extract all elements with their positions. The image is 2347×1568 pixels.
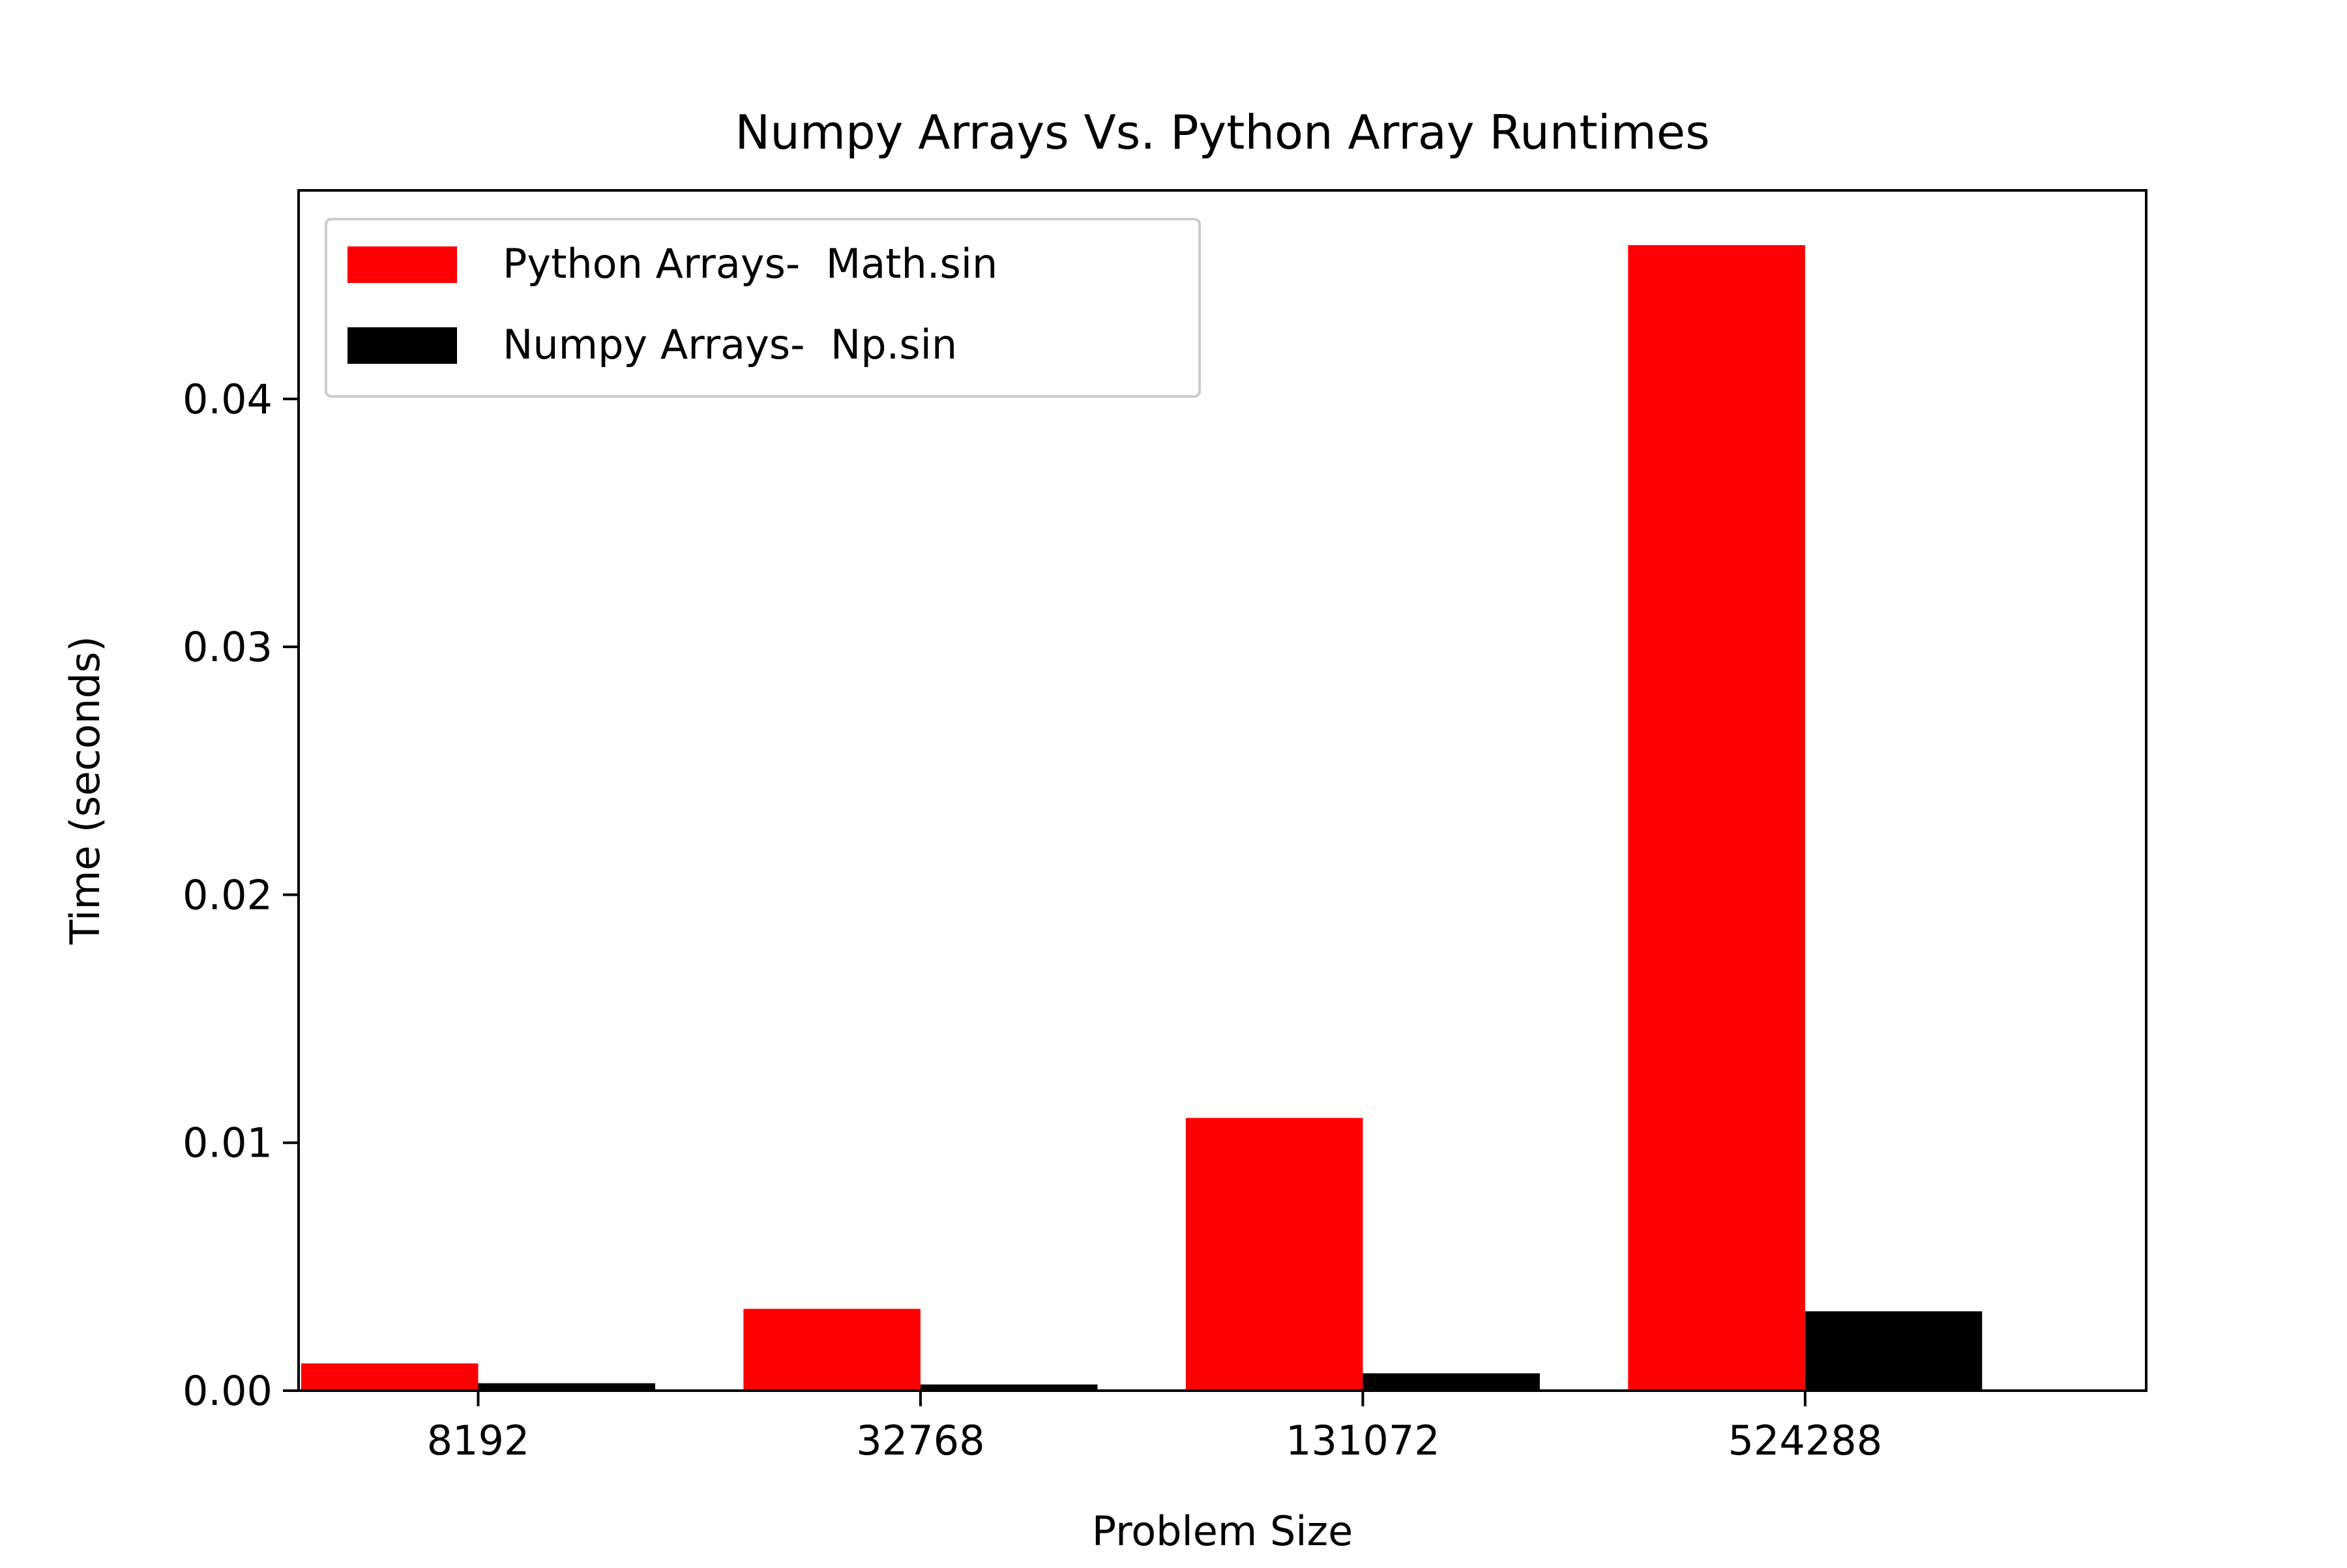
bars-group xyxy=(301,245,1983,1391)
x-tick-label: 524288 xyxy=(1728,1417,1882,1464)
bar-python-524288 xyxy=(1628,245,1805,1391)
bar-python-131072 xyxy=(1185,1117,1363,1391)
x-axis-label: Problem Size xyxy=(1092,1507,1353,1555)
bar-numpy-8192 xyxy=(478,1383,655,1391)
legend-swatch-python xyxy=(347,246,457,283)
legend: Python Arrays- Math.sin Numpy Arrays- Np… xyxy=(325,218,1201,398)
legend-label-python: Python Arrays- Math.sin xyxy=(503,240,997,288)
bar-python-8192 xyxy=(301,1363,479,1391)
legend-label-numpy: Numpy Arrays- Np.sin xyxy=(503,321,957,368)
y-tick-label: 0.04 xyxy=(183,376,273,423)
y-axis-label: Time (seconds) xyxy=(61,636,109,945)
x-tick-label: 131072 xyxy=(1286,1417,1440,1464)
y-tick-label: 0.00 xyxy=(183,1367,273,1415)
y-tick-label: 0.03 xyxy=(183,623,273,671)
bar-numpy-32768 xyxy=(920,1384,1098,1391)
x-tick-label: 32768 xyxy=(856,1417,984,1464)
y-axis: 0.00 0.01 0.02 0.03 0.04 xyxy=(183,376,299,1415)
legend-frame xyxy=(325,218,1201,398)
legend-swatch-numpy xyxy=(347,327,457,364)
chart-title: Numpy Arrays Vs. Python Array Runtimes xyxy=(735,105,1709,160)
y-tick-label: 0.02 xyxy=(183,871,273,919)
bar-numpy-131072 xyxy=(1363,1373,1540,1391)
y-tick-label: 0.01 xyxy=(183,1119,273,1167)
x-axis: 8192 32768 131072 524288 xyxy=(427,1391,1882,1464)
x-tick-label: 8192 xyxy=(427,1417,530,1464)
bar-python-32768 xyxy=(743,1309,921,1391)
plot-frame xyxy=(297,189,2148,1392)
bar-numpy-524288 xyxy=(1805,1311,1983,1391)
